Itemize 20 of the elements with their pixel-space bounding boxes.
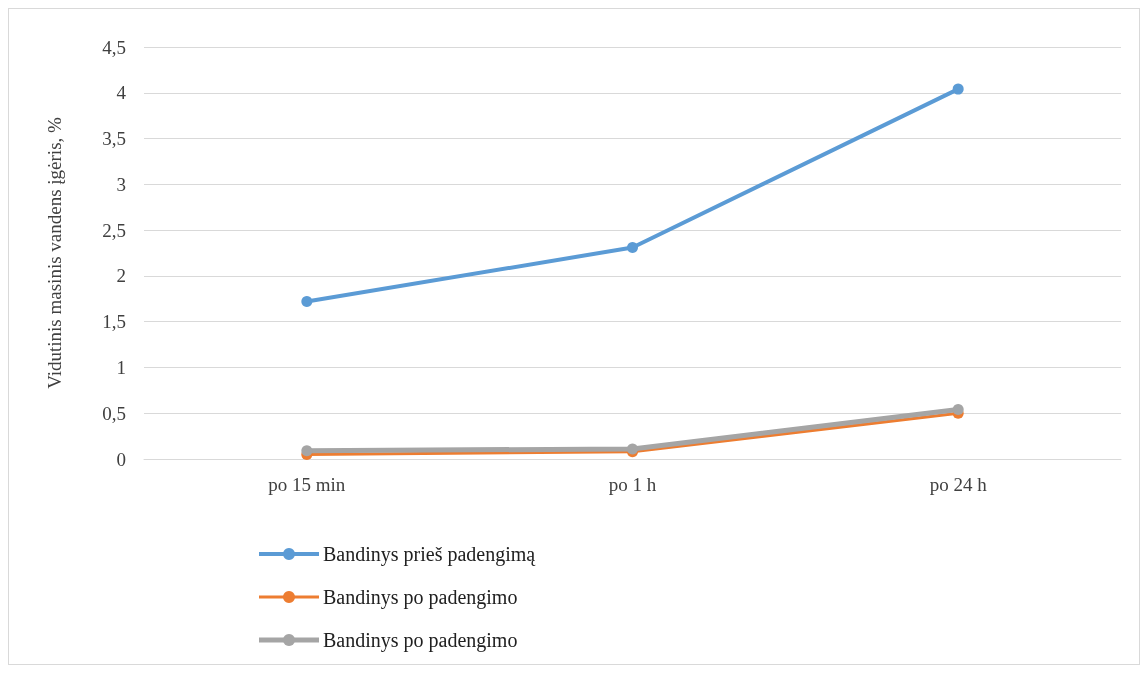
x-tick-label: po 1 h <box>608 474 657 495</box>
y-tick-label: 3,5 <box>102 128 126 150</box>
y-tick-label: 2 <box>116 265 126 287</box>
point <box>952 83 964 95</box>
point <box>627 242 638 253</box>
y-axis-title: Vidutinis masinis vandens įgėris, % <box>44 116 65 389</box>
legend-label: Bandinys prieš padengimą <box>323 543 537 566</box>
y-tick-label: 2,5 <box>102 219 126 241</box>
legend-label: Bandinys po padengimo <box>323 586 518 609</box>
x-tick-label: po 15 min <box>268 474 346 495</box>
y-tick-label: 4,5 <box>102 36 126 58</box>
y-tick-label: 4 <box>116 82 127 104</box>
y-tick-label: 3 <box>116 173 126 195</box>
y-tick-label: 1,5 <box>102 311 126 333</box>
legend-label: Bandinys po padengimo <box>323 629 518 652</box>
point <box>301 296 313 308</box>
y-tick-label: 1 <box>116 356 126 378</box>
x-tick-label: po 24 h <box>929 474 988 495</box>
y-tick-label: 0 <box>116 448 126 470</box>
y-tick-label: 0,5 <box>102 402 126 424</box>
